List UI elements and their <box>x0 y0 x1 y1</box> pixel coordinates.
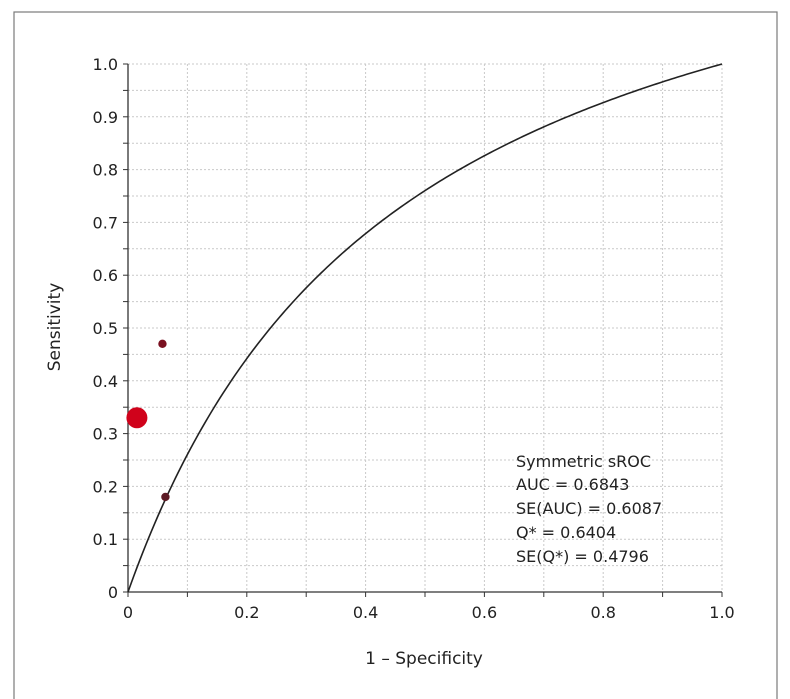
grid-layer <box>128 63 723 592</box>
y-axis-title: Sensitivity <box>45 283 65 372</box>
points-layer <box>126 339 170 502</box>
y-tick-label: 0.6 <box>93 266 118 285</box>
annotation-line-4: Q* = 0.6404 <box>516 523 616 542</box>
y-tick-label: 0.2 <box>93 477 118 496</box>
x-tick-label: 1.0 <box>709 603 734 622</box>
axes-layer <box>123 63 723 597</box>
x-tick-label: 0.6 <box>472 603 497 622</box>
x-tick-label: 0 <box>123 603 133 622</box>
annotation-line-2: AUC = 0.6843 <box>516 475 629 494</box>
x-tick-label: 0.8 <box>590 603 615 622</box>
sroc-curve <box>127 63 723 593</box>
curve-layer <box>127 63 723 593</box>
y-tick-label: 0.7 <box>93 213 118 232</box>
x-tick-label: 0.4 <box>353 603 378 622</box>
study-point <box>158 339 167 349</box>
figure-border <box>13 11 778 699</box>
y-tick-label: 1.0 <box>93 55 118 74</box>
x-tick-label: 0.2 <box>234 603 259 622</box>
study-point <box>126 407 148 429</box>
y-tick-label: 0.8 <box>93 161 118 180</box>
annotation-line-1: Symmetric sROC <box>516 452 651 471</box>
annotation-line-3: SE(AUC) = 0.6087 <box>516 499 662 518</box>
y-tick-label: 0 <box>108 583 118 602</box>
y-tick-label: 0.1 <box>93 530 118 549</box>
y-tick-label: 0.3 <box>93 425 118 444</box>
study-point <box>161 492 170 502</box>
y-tick-label: 0.5 <box>93 319 118 338</box>
y-tick-label: 0.4 <box>93 372 118 391</box>
curve-annotation: Symmetric sROC AUC = 0.6843 SE(AUC) = 0.… <box>516 452 662 566</box>
x-axis-title: 1 – Specificity <box>365 649 483 669</box>
ticks-layer: 0 0.2 0.4 0.6 0.8 1.0 0 0.1 0.2 0.3 0.4 0.5 0.6 0.7 0.… <box>93 55 735 622</box>
y-tick-label: 0.9 <box>93 108 118 127</box>
annotation-line-5: SE(Q*) = 0.4796 <box>516 547 649 566</box>
